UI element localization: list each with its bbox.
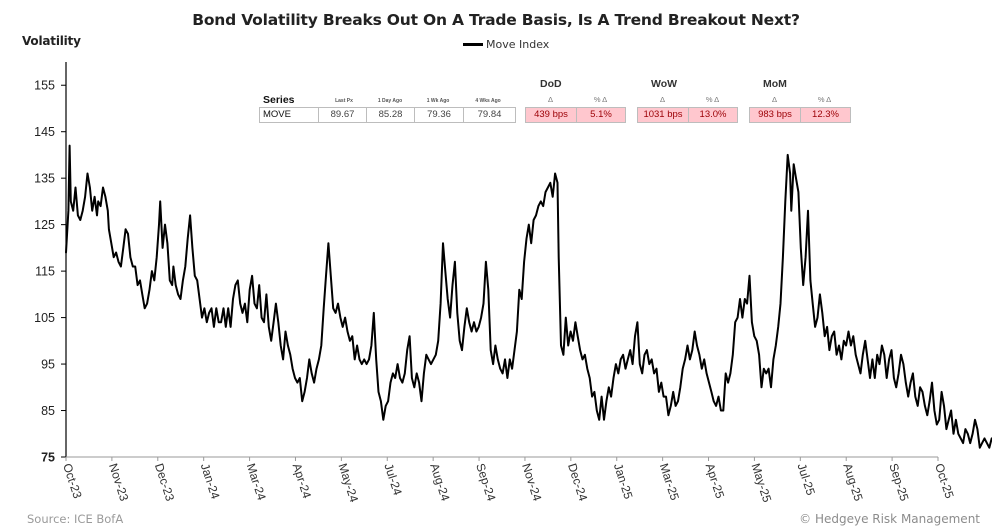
cell-1-day-ago: 85.28 xyxy=(366,107,415,123)
x-tick-label: Mar-25 xyxy=(657,462,682,503)
x-tick-label: May-24 xyxy=(336,462,362,505)
x-tick-label: Jul-25 xyxy=(794,462,818,498)
sub-header-wow-pct: % Δ xyxy=(705,95,720,104)
x-axis: Oct-23 Nov-23 Dec-23 Jan-24 Mar-24 Apr-24 May-… xyxy=(60,456,957,505)
sub-header-mom-pct: % Δ xyxy=(817,95,832,104)
series-header: Series xyxy=(263,94,295,106)
cell-wow-delta: 1031 bps xyxy=(637,107,689,123)
x-tick-label: Jan-25 xyxy=(611,462,636,502)
x-tick-label: Oct-25 xyxy=(932,462,957,501)
copyright-note: © Hedgeye Risk Management xyxy=(799,512,980,526)
group-label-wow: WoW xyxy=(651,78,678,90)
x-tick-label: Dec-24 xyxy=(565,462,590,503)
x-tick-label: Nov-23 xyxy=(106,462,131,503)
legend-swatch-move-index xyxy=(463,43,483,46)
col-header-last-px: Last Px xyxy=(335,98,353,104)
y-tick-label: 145 xyxy=(34,125,55,139)
cell-dod-delta: 439 bps xyxy=(525,107,577,123)
sub-header-dod-delta: Δ xyxy=(547,95,553,104)
y-tick-label: 115 xyxy=(35,265,55,279)
chart-title: Bond Volatility Breaks Out On A Trade Ba… xyxy=(192,11,800,29)
group-label-mom: MoM xyxy=(763,78,787,90)
sub-header-wow-delta: Δ xyxy=(659,95,665,104)
y-tick-label: 95 xyxy=(41,358,55,372)
col-header-1-day-ago: 1 Day Ago xyxy=(377,98,403,104)
y-axis-title: Volatility xyxy=(22,34,81,48)
sub-header-dod-pct: % Δ xyxy=(593,95,608,104)
x-tick-label: Oct-23 xyxy=(60,462,85,501)
y-tick-label: 75 xyxy=(41,451,55,465)
legend: Move Index xyxy=(463,38,549,51)
cell-series-name: MOVE xyxy=(259,107,319,123)
x-tick-label: May-25 xyxy=(749,462,775,505)
col-header-1-wk-ago: 1 Wk Ago xyxy=(426,98,450,104)
x-tick-label: Aug-25 xyxy=(840,462,865,503)
cell-dod-pct: 5.1% xyxy=(576,107,626,123)
cell-wow-pct: 13.0% xyxy=(688,107,738,123)
x-tick-label: Dec-23 xyxy=(152,462,177,503)
cell-mom-delta: 983 bps xyxy=(749,107,801,123)
x-tick-label: Aug-24 xyxy=(427,462,452,503)
x-tick-label: Apr-25 xyxy=(703,462,728,501)
group-label-dod: DoD xyxy=(540,78,562,90)
x-tick-label: Sep-25 xyxy=(886,462,911,503)
col-header-4-wks-ago: 4 Wks Ago xyxy=(475,98,501,104)
x-tick-label: Apr-24 xyxy=(290,462,315,501)
y-tick-label: 125 xyxy=(34,218,55,232)
x-tick-label: Jan-24 xyxy=(198,462,223,502)
legend-label-move-index: Move Index xyxy=(486,38,550,51)
y-tick-label: 85 xyxy=(41,404,55,418)
x-tick-label: Sep-24 xyxy=(473,462,498,503)
cell-mom-pct: 12.3% xyxy=(800,107,851,123)
y-tick-label: 135 xyxy=(34,172,55,186)
cell-1-wk-ago: 79.36 xyxy=(414,107,464,123)
y-tick-label: 155 xyxy=(34,79,55,93)
sub-header-mom-delta: Δ xyxy=(771,95,777,104)
y-axis: 75 85 95 105 115 125 135 145 155 xyxy=(34,62,67,465)
series-line-move-index xyxy=(65,144,992,449)
cell-4-wks-ago: 79.84 xyxy=(463,107,516,123)
series-layer xyxy=(65,144,992,449)
x-tick-label: Nov-24 xyxy=(519,462,544,503)
x-tick-label: Mar-24 xyxy=(244,462,269,503)
cell-last-px: 89.67 xyxy=(318,107,367,123)
y-tick-label: 105 xyxy=(34,311,55,325)
x-tick-label: Jul-24 xyxy=(381,462,405,498)
source-note: Source: ICE BofA xyxy=(27,512,124,526)
